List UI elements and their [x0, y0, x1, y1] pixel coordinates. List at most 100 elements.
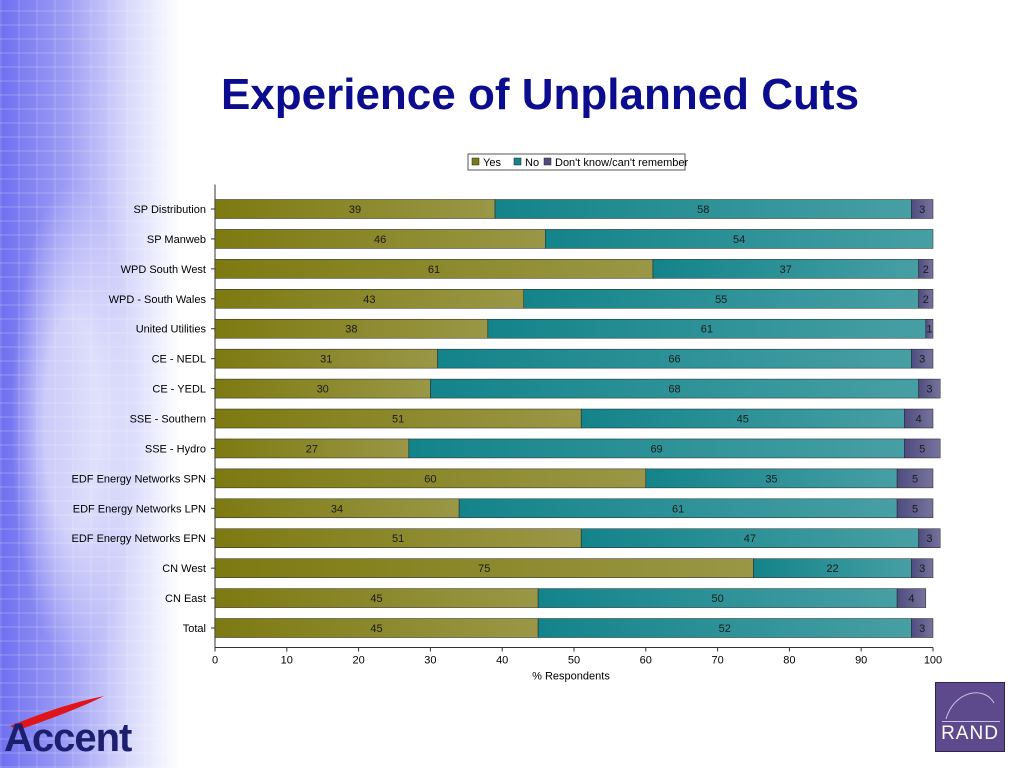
- legend-box: [467, 153, 686, 171]
- category-label: SSE - Hydro: [145, 443, 206, 455]
- legend-swatch: [513, 157, 522, 166]
- bar-segment-don-t-know-can-t-remember: [896, 498, 934, 519]
- bar-segment-don-t-know-can-t-remember: [918, 378, 941, 399]
- data-label: 34: [331, 503, 343, 515]
- side-decoration: [0, 0, 180, 768]
- category-label: United Utilities: [136, 324, 207, 336]
- data-label: 61: [672, 503, 684, 515]
- data-label: 39: [349, 204, 361, 216]
- data-label: 47: [744, 533, 756, 545]
- data-label: 3: [919, 204, 925, 216]
- legend-swatch: [471, 157, 480, 166]
- legend-label: No: [525, 157, 539, 169]
- data-label: 1: [926, 324, 932, 336]
- page-title: Experience of Unplanned Cuts: [220, 70, 860, 119]
- data-label: 45: [370, 593, 382, 605]
- x-tick-label: 50: [568, 655, 580, 667]
- legend-label: Don't know/can't remember: [555, 157, 689, 169]
- bar-segment-don-t-know-can-t-remember: [904, 408, 934, 429]
- category-label: Total: [183, 623, 206, 635]
- category-label: CE - NEDL: [152, 354, 206, 366]
- data-label: 68: [668, 384, 680, 396]
- legend-swatch: [543, 157, 552, 166]
- category-label: SP Distribution: [133, 204, 206, 216]
- data-label: 50: [711, 593, 723, 605]
- category-label: EDF Energy Networks SPN: [72, 473, 207, 485]
- category-label: WPD South West: [121, 264, 206, 276]
- data-label: 4: [916, 414, 922, 426]
- data-label: 61: [428, 264, 440, 276]
- x-tick-label: 0: [212, 655, 218, 667]
- bar-segment-don-t-know-can-t-remember: [904, 438, 941, 459]
- data-label: 2: [923, 294, 929, 306]
- data-label: 43: [363, 294, 375, 306]
- data-label: 27: [306, 443, 318, 455]
- accent-logo: Accent: [4, 692, 164, 764]
- category-label: EDF Energy Networks EPN: [72, 533, 207, 545]
- x-axis-title: % Respondents: [532, 671, 610, 683]
- data-label: 3: [919, 563, 925, 575]
- data-label: 52: [719, 623, 731, 635]
- x-tick-label: 100: [924, 655, 942, 667]
- data-label: 58: [697, 204, 709, 216]
- bar-segment-don-t-know-can-t-remember: [911, 348, 934, 369]
- category-label: SP Manweb: [147, 234, 206, 246]
- bar-segment-don-t-know-can-t-remember: [918, 528, 941, 548]
- rand-divider: [942, 721, 1000, 722]
- rand-logo: RAND: [935, 682, 1005, 752]
- data-label: 31: [320, 354, 332, 366]
- data-label: 45: [370, 623, 382, 635]
- bar-segment-don-t-know-can-t-remember: [896, 588, 927, 608]
- category-label: WPD - South Wales: [109, 294, 207, 306]
- bar-segment-don-t-know-can-t-remember: [896, 468, 934, 489]
- data-label: 5: [912, 503, 918, 515]
- data-label: 35: [765, 473, 777, 485]
- x-tick-label: 20: [352, 655, 364, 667]
- x-tick-label: 60: [640, 655, 652, 667]
- data-label: 51: [392, 414, 404, 426]
- data-label: 61: [701, 324, 713, 336]
- data-label: 37: [780, 264, 792, 276]
- rand-arc-icon: [945, 692, 995, 720]
- x-tick-label: 10: [281, 655, 293, 667]
- bar-segment-don-t-know-can-t-remember: [911, 199, 934, 219]
- data-label: 55: [715, 294, 727, 306]
- data-label: 22: [826, 563, 838, 575]
- data-label: 30: [317, 384, 329, 396]
- x-tick-label: 70: [711, 655, 723, 667]
- data-label: 45: [737, 414, 749, 426]
- data-label: 60: [424, 473, 436, 485]
- category-label: CN East: [165, 593, 206, 605]
- data-label: 51: [392, 533, 404, 545]
- rand-logo-text: RAND: [941, 723, 999, 744]
- data-label: 3: [926, 533, 932, 545]
- data-label: 2: [923, 264, 929, 276]
- bar-segment-don-t-know-can-t-remember: [911, 618, 934, 638]
- data-label: 3: [919, 354, 925, 366]
- data-label: 75: [478, 563, 490, 575]
- data-label: 3: [926, 384, 932, 396]
- data-label: 54: [733, 234, 745, 246]
- accent-logo-text: Accent: [4, 716, 132, 760]
- legend-label: Yes: [483, 157, 501, 169]
- data-label: 5: [912, 473, 918, 485]
- x-tick-label: 30: [424, 655, 436, 667]
- bar-segment-don-t-know-can-t-remember: [918, 259, 934, 279]
- accent-swoosh-icon: [10, 696, 104, 730]
- bar-segment-don-t-know-can-t-remember: [918, 289, 934, 309]
- data-label: 4: [908, 593, 914, 605]
- category-label: CN West: [162, 563, 206, 575]
- bar-segment-don-t-know-can-t-remember: [911, 558, 934, 578]
- data-label: 66: [668, 354, 680, 366]
- bar-segment-no: [545, 229, 934, 249]
- data-label: 38: [345, 324, 357, 336]
- x-tick-label: 40: [496, 655, 508, 667]
- category-label: EDF Energy Networks LPN: [73, 503, 206, 515]
- data-label: 5: [919, 443, 925, 455]
- category-label: SSE - Southern: [130, 414, 206, 426]
- data-label: 3: [919, 623, 925, 635]
- x-tick-label: 90: [855, 655, 867, 667]
- bar-segment-don-t-know-can-t-remember: [925, 318, 934, 339]
- x-tick-label: 80: [783, 655, 795, 667]
